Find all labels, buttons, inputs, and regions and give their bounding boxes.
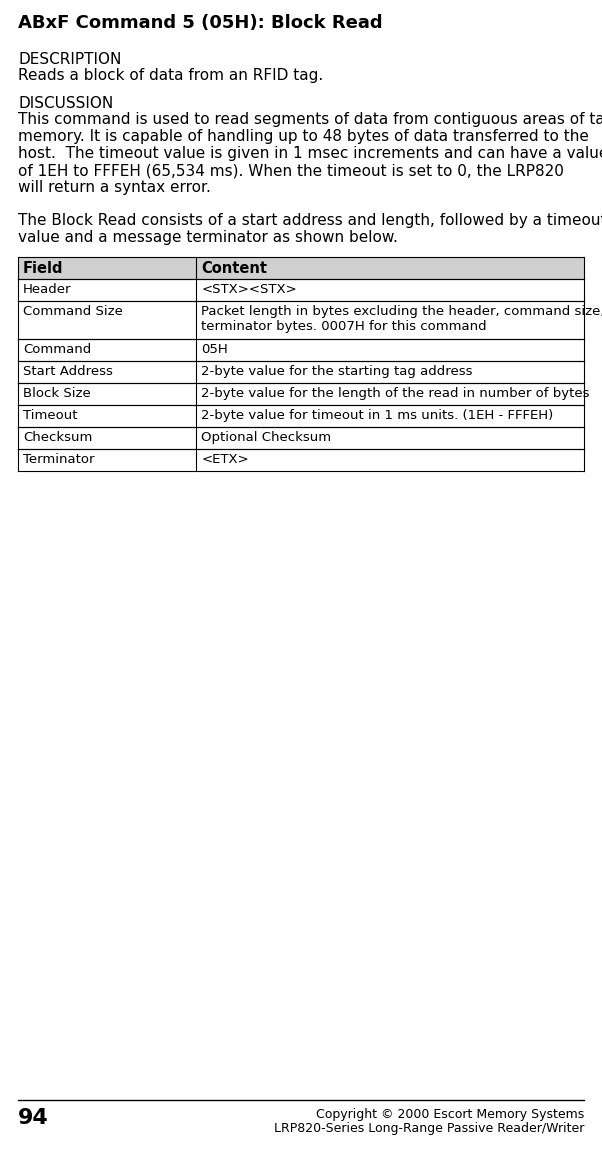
Text: <ETX>: <ETX> <box>201 453 249 466</box>
Text: Terminator: Terminator <box>23 453 95 466</box>
Text: host.  The timeout value is given in 1 msec increments and can have a value: host. The timeout value is given in 1 ms… <box>18 146 602 161</box>
Bar <box>18 383 584 405</box>
Text: 94: 94 <box>18 1108 49 1128</box>
Bar <box>18 405 584 427</box>
Text: This command is used to read segments of data from contiguous areas of tag: This command is used to read segments of… <box>18 111 602 127</box>
Text: 2-byte value for the length of the read in number of bytes: 2-byte value for the length of the read … <box>201 387 590 401</box>
Text: of 1EH to FFFEH (65,534 ms). When the timeout is set to 0, the LRP820: of 1EH to FFFEH (65,534 ms). When the ti… <box>18 163 564 178</box>
Bar <box>18 257 584 279</box>
Text: Reads a block of data from an RFID tag.: Reads a block of data from an RFID tag. <box>18 68 323 82</box>
Text: value and a message terminator as shown below.: value and a message terminator as shown … <box>18 230 398 245</box>
Text: Optional Checksum: Optional Checksum <box>201 431 332 444</box>
Text: Checksum: Checksum <box>23 431 92 444</box>
Text: The Block Read consists of a start address and length, followed by a timeout: The Block Read consists of a start addre… <box>18 212 602 228</box>
Text: DISCUSSION: DISCUSSION <box>18 96 113 111</box>
Text: Copyright © 2000 Escort Memory Systems: Copyright © 2000 Escort Memory Systems <box>316 1108 584 1122</box>
Text: 2-byte value for timeout in 1 ms units. (1EH - FFFEH): 2-byte value for timeout in 1 ms units. … <box>201 409 554 421</box>
Text: DESCRIPTION: DESCRIPTION <box>18 52 122 67</box>
Text: ABxF Command 5 (05H): Block Read: ABxF Command 5 (05H): Block Read <box>18 14 383 33</box>
Bar <box>18 339 584 361</box>
Text: Timeout: Timeout <box>23 409 78 421</box>
Text: 05H: 05H <box>201 342 228 356</box>
Text: Start Address: Start Address <box>23 365 113 378</box>
Text: 2-byte value for the starting tag address: 2-byte value for the starting tag addres… <box>201 365 473 378</box>
Bar <box>18 279 584 301</box>
Text: Header: Header <box>23 283 72 296</box>
Text: <STX><STX>: <STX><STX> <box>201 283 297 296</box>
Text: LRP820-Series Long-Range Passive Reader/Writer: LRP820-Series Long-Range Passive Reader/… <box>274 1122 584 1135</box>
Text: Command: Command <box>23 342 92 356</box>
Text: will return a syntax error.: will return a syntax error. <box>18 180 211 195</box>
Text: Command Size: Command Size <box>23 305 123 318</box>
Bar <box>18 449 584 471</box>
Bar <box>18 301 584 339</box>
Text: Block Size: Block Size <box>23 387 91 401</box>
Text: Content: Content <box>201 261 267 276</box>
Bar <box>18 427 584 449</box>
Bar <box>18 361 584 383</box>
Text: Field: Field <box>23 261 63 276</box>
Text: Packet length in bytes excluding the header, command size, checksum and
terminat: Packet length in bytes excluding the hea… <box>201 305 602 333</box>
Text: memory. It is capable of handling up to 48 bytes of data transferred to the: memory. It is capable of handling up to … <box>18 129 589 144</box>
